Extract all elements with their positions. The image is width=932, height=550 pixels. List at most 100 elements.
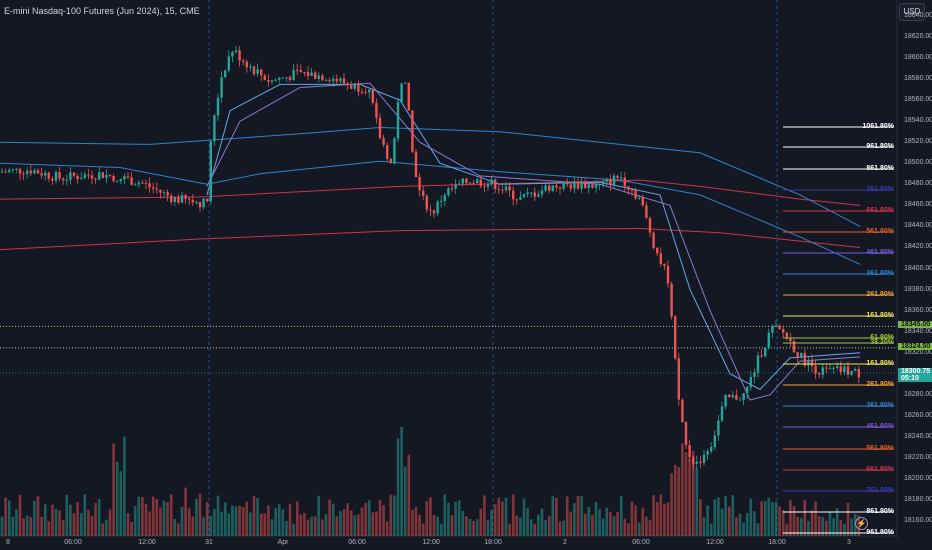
- candle-body: [285, 77, 288, 79]
- volume-bar: [569, 511, 573, 536]
- candle-body: [116, 181, 119, 183]
- volume-bar: [648, 519, 652, 536]
- volume-bar: [36, 496, 40, 536]
- volume-bar: [807, 520, 810, 536]
- volume-bar: [40, 516, 43, 536]
- candle-body: [324, 80, 328, 82]
- volume-bar: [346, 503, 349, 536]
- price-tick: 18640.00: [904, 12, 932, 19]
- volume-bar: [832, 518, 835, 536]
- volume-bar: [353, 515, 357, 536]
- candle-body: [209, 141, 212, 202]
- candle-body: [126, 176, 130, 178]
- volume-bar: [493, 504, 497, 536]
- candle-body: [332, 78, 335, 82]
- candle-body: [11, 169, 14, 171]
- volume-bar: [263, 513, 267, 536]
- fib-level-label: 761.80%: [866, 186, 894, 193]
- candle-body: [508, 186, 511, 191]
- candle-body: [630, 189, 634, 191]
- candle-body: [638, 197, 641, 199]
- candle-body: [616, 175, 619, 178]
- volume-bar: [763, 500, 767, 536]
- volume-bar: [601, 518, 605, 536]
- volume-bar: [29, 517, 33, 536]
- volume-bar: [652, 495, 655, 536]
- time-axis[interactable]: 8 06:00 12:00 31 Apr 06:00 12:00 18:00 2 06:00 12:…: [0, 536, 897, 550]
- last-price-tag: 18300.75 05:10: [898, 367, 932, 382]
- volume-bar: [166, 502, 169, 536]
- volume-bar: [511, 494, 515, 536]
- volume-bar: [227, 513, 231, 536]
- volume-bar: [825, 520, 828, 536]
- price-tick: 18580.00: [904, 75, 932, 83]
- time-tick: 2: [563, 539, 567, 546]
- candle-body: [720, 406, 724, 421]
- time-tick: 12:00: [422, 539, 440, 546]
- candle-body: [609, 179, 612, 186]
- volume-bar: [835, 507, 839, 536]
- candle-body: [706, 451, 709, 455]
- candle-body: [278, 77, 281, 80]
- volume-bar: [713, 499, 717, 536]
- candle-body: [224, 70, 227, 78]
- candle-body: [821, 367, 824, 375]
- candle-body: [792, 341, 796, 353]
- volume-bar: [627, 523, 630, 536]
- fib-level-label: 561.80%: [866, 228, 894, 235]
- price-axis[interactable]: 18640.00 18620.00 18600.00 18580.00 18560.00…: [897, 0, 932, 538]
- candle-body: [479, 179, 482, 187]
- candle-body: [22, 173, 25, 175]
- candle-body: [245, 61, 248, 68]
- candle-body: [98, 172, 101, 180]
- volume-bar: [108, 509, 112, 536]
- volume-bar: [414, 507, 418, 536]
- volume-bar: [87, 509, 90, 536]
- volume-bar: [447, 502, 450, 536]
- volume-bar: [594, 501, 598, 536]
- candle-body: [627, 186, 630, 190]
- candle-body: [249, 66, 252, 68]
- volume-bar: [789, 500, 792, 536]
- currency-button[interactable]: USD: [899, 3, 925, 21]
- candle-body: [785, 332, 788, 338]
- volume-bar: [245, 501, 249, 536]
- candle-body: [54, 172, 58, 181]
- candle-body: [296, 69, 299, 71]
- time-tick: 8: [6, 539, 10, 546]
- candle-body: [378, 117, 382, 139]
- candle-body: [850, 371, 853, 375]
- candle-body: [749, 377, 752, 388]
- candle-body: [807, 359, 810, 366]
- candle-body: [688, 445, 691, 458]
- volume-bar: [565, 496, 569, 536]
- candle-body: [350, 85, 353, 89]
- candle-body: [274, 79, 277, 81]
- volume-bar: [529, 519, 533, 536]
- candle-body: [177, 197, 180, 203]
- fib-level-label: 461.80%: [866, 249, 894, 256]
- candle-body: [18, 168, 22, 174]
- candle-body: [659, 253, 662, 264]
- volume-bar: [47, 521, 51, 536]
- candle-body: [375, 102, 378, 118]
- volume-bar: [846, 502, 850, 536]
- volume-bar: [241, 507, 245, 536]
- candle-body: [738, 399, 742, 401]
- volume-bar: [508, 523, 511, 536]
- volume-bar: [817, 516, 821, 536]
- candle-body: [411, 110, 414, 152]
- candle-body: [634, 190, 637, 199]
- candle-body: [483, 186, 486, 188]
- candle-body: [717, 420, 720, 436]
- candle-body: [94, 178, 97, 180]
- volume-bar: [400, 426, 403, 536]
- candle-body: [670, 283, 673, 317]
- volume-bar: [159, 507, 162, 536]
- candle-body: [555, 185, 558, 188]
- candle-body: [321, 75, 324, 81]
- candle-body: [497, 189, 500, 190]
- volume-bar: [335, 516, 339, 536]
- lightning-icon[interactable]: ⚡: [855, 517, 868, 530]
